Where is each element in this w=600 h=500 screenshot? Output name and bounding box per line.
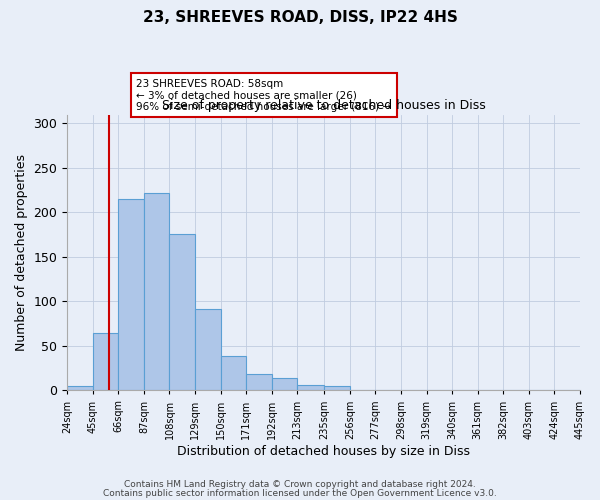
Title: Size of property relative to detached houses in Diss: Size of property relative to detached ho…: [162, 99, 485, 112]
Text: 23, SHREEVES ROAD, DISS, IP22 4HS: 23, SHREEVES ROAD, DISS, IP22 4HS: [143, 10, 457, 25]
Y-axis label: Number of detached properties: Number of detached properties: [15, 154, 28, 351]
Bar: [67, 386, 93, 390]
Bar: [118, 199, 144, 390]
Bar: [169, 234, 195, 390]
Text: Contains public sector information licensed under the Open Government Licence v3: Contains public sector information licen…: [103, 488, 497, 498]
Bar: [221, 356, 246, 390]
Text: 23 SHREEVES ROAD: 58sqm
← 3% of detached houses are smaller (26)
96% of semi-det: 23 SHREEVES ROAD: 58sqm ← 3% of detached…: [136, 78, 392, 112]
Bar: [324, 386, 350, 390]
Bar: [298, 385, 324, 390]
Bar: [144, 193, 169, 390]
Bar: [93, 332, 118, 390]
Bar: [195, 308, 221, 390]
Bar: [272, 378, 298, 390]
Bar: [246, 374, 272, 390]
Text: Contains HM Land Registry data © Crown copyright and database right 2024.: Contains HM Land Registry data © Crown c…: [124, 480, 476, 489]
X-axis label: Distribution of detached houses by size in Diss: Distribution of detached houses by size …: [177, 444, 470, 458]
